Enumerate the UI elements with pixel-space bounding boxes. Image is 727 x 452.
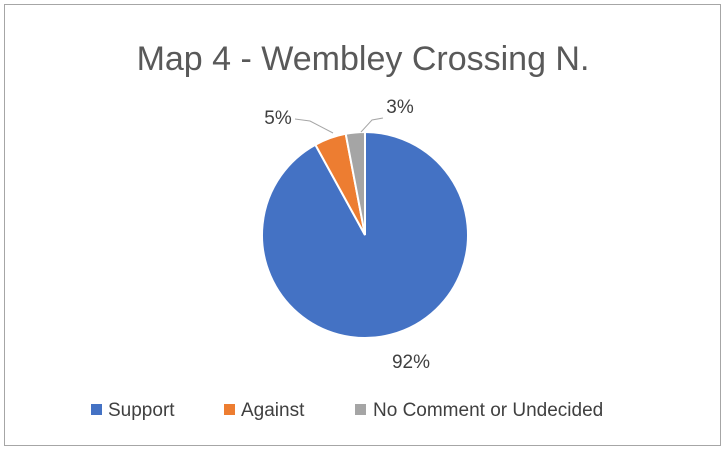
- legend-swatch-no-comment: [355, 404, 366, 415]
- leader-line-no-comment: [360, 117, 384, 133]
- legend-label-no-comment: No Comment or Undecided: [373, 400, 603, 421]
- leader-line-against: [294, 118, 334, 134]
- pie-slices: [261, 130, 469, 339]
- data-label-support: 92%: [392, 352, 430, 373]
- pie-slice-support: [261, 130, 469, 339]
- chart-title: Map 4 - Wembley Crossing N.: [137, 40, 590, 78]
- data-label-against: 5%: [264, 108, 292, 129]
- legend: Support Against No Comment or Undecided: [91, 400, 603, 421]
- legend-swatch-support: [91, 404, 102, 415]
- legend-swatch-against: [224, 404, 235, 415]
- legend-label-support: Support: [108, 400, 175, 421]
- pie-slice-no-comment: [344, 130, 366, 236]
- data-label-no-comment: 3%: [386, 97, 414, 118]
- legend-label-against: Against: [241, 400, 305, 421]
- leader-lines: [294, 117, 384, 134]
